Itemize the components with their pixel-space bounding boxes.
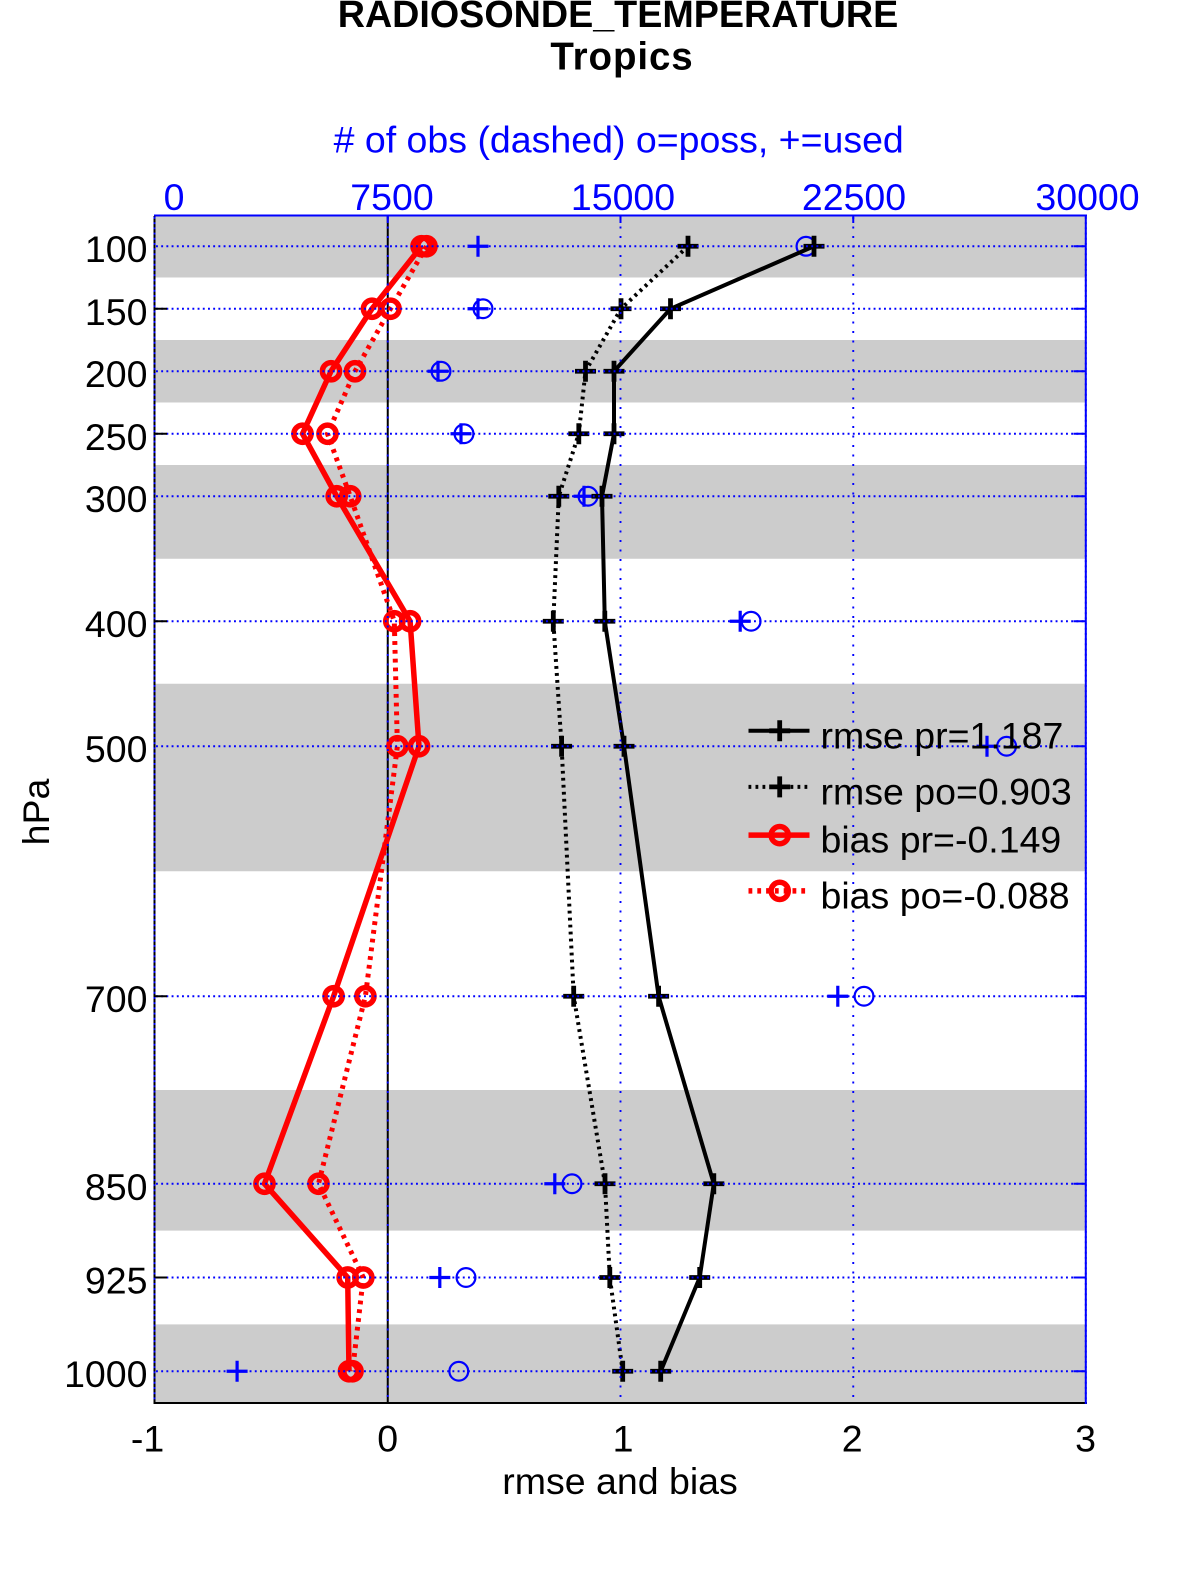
- svg-text:rmse pr=1.187: rmse pr=1.187: [821, 714, 1064, 756]
- svg-text:Tropics: Tropics: [550, 36, 693, 79]
- svg-text:200: 200: [85, 353, 148, 395]
- svg-text:850: 850: [85, 1166, 148, 1208]
- svg-text:500: 500: [85, 728, 148, 770]
- svg-text:# of obs (dashed) o=poss, +=us: # of obs (dashed) o=poss, +=used: [334, 118, 904, 160]
- svg-text:0: 0: [164, 176, 185, 218]
- svg-text:7500: 7500: [350, 176, 433, 218]
- svg-text:rmse po=0.903: rmse po=0.903: [821, 770, 1072, 812]
- svg-text:22500: 22500: [802, 176, 906, 218]
- svg-text:300: 300: [85, 478, 148, 520]
- svg-text:1: 1: [613, 1418, 634, 1460]
- svg-text:2: 2: [842, 1418, 863, 1460]
- svg-text:30000: 30000: [1035, 176, 1139, 218]
- svg-text:925: 925: [85, 1260, 148, 1302]
- svg-text:3: 3: [1075, 1418, 1096, 1460]
- svg-text:hPa: hPa: [15, 778, 57, 845]
- svg-text:150: 150: [85, 291, 148, 333]
- svg-text:rmse and bias: rmse and bias: [502, 1460, 738, 1502]
- svg-text:1000: 1000: [64, 1353, 147, 1395]
- svg-text:15000: 15000: [571, 176, 675, 218]
- svg-text:0: 0: [377, 1418, 398, 1460]
- svg-text:bias pr=-0.149: bias pr=-0.149: [821, 819, 1062, 861]
- svg-text:250: 250: [85, 416, 148, 458]
- svg-text:-1: -1: [131, 1418, 164, 1460]
- svg-text:100: 100: [85, 228, 148, 270]
- svg-text:bias po=-0.088: bias po=-0.088: [821, 874, 1070, 916]
- svg-text:700: 700: [85, 978, 148, 1020]
- svg-text:400: 400: [85, 603, 148, 645]
- svg-text:RADIOSONDE_TEMPERATURE: RADIOSONDE_TEMPERATURE: [338, 0, 898, 35]
